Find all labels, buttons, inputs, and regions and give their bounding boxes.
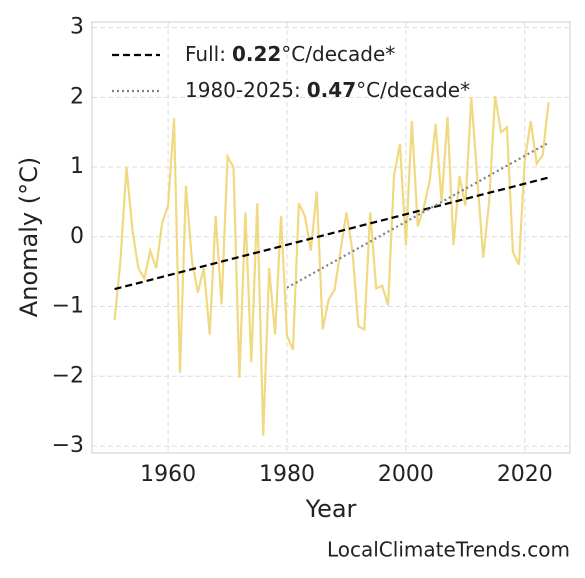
x-tick-label: 1960 bbox=[140, 462, 196, 487]
y-tick-label: 2 bbox=[70, 84, 84, 109]
y-tick-label: 0 bbox=[70, 224, 84, 249]
legend-unit: °C/decade* bbox=[356, 78, 470, 102]
legend-entry: 1980-2025: 0.47°C/decade* bbox=[185, 78, 470, 102]
x-tick-label: 2000 bbox=[378, 462, 434, 487]
y-tick-label: 1 bbox=[70, 154, 84, 179]
data-line bbox=[113, 95, 550, 436]
legend-label: Full: bbox=[185, 42, 226, 66]
y-tick-label: −1 bbox=[52, 294, 84, 319]
legend-label: 1980-2025: bbox=[185, 78, 301, 102]
y-tick-label: 3 bbox=[70, 15, 84, 40]
trend-line bbox=[114, 176, 549, 291]
x-tick-label: 1980 bbox=[259, 462, 315, 487]
plot-frame bbox=[91, 21, 571, 454]
legend-slope: 0.47 bbox=[307, 78, 356, 102]
x-tick-label: 2020 bbox=[497, 462, 553, 487]
legend-slope: 0.22 bbox=[232, 42, 281, 66]
legend-entry: Full: 0.22°C/decade* bbox=[185, 42, 395, 66]
y-axis-label: Anomaly (°C) bbox=[15, 157, 43, 317]
y-tick-label: −2 bbox=[52, 363, 84, 388]
x-axis-label: Year bbox=[305, 495, 357, 523]
watermark: LocalClimateTrends.com bbox=[327, 538, 570, 562]
legend-unit: °C/decade* bbox=[281, 42, 395, 66]
y-tick-label: −3 bbox=[52, 433, 84, 458]
